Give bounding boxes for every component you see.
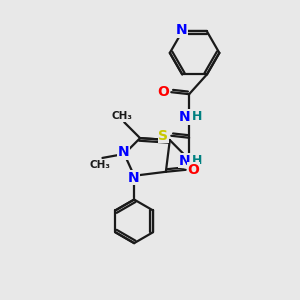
Text: N: N [117, 145, 129, 159]
Text: CH₃: CH₃ [112, 111, 133, 121]
Text: CH₃: CH₃ [90, 160, 111, 170]
Text: N: N [176, 23, 187, 38]
Text: H: H [192, 110, 202, 124]
Text: H: H [192, 154, 202, 167]
Text: S: S [158, 129, 168, 143]
Text: N: N [127, 171, 139, 185]
Text: O: O [158, 85, 169, 99]
Text: O: O [188, 163, 200, 177]
Text: N: N [178, 154, 190, 168]
Text: N: N [178, 110, 190, 124]
